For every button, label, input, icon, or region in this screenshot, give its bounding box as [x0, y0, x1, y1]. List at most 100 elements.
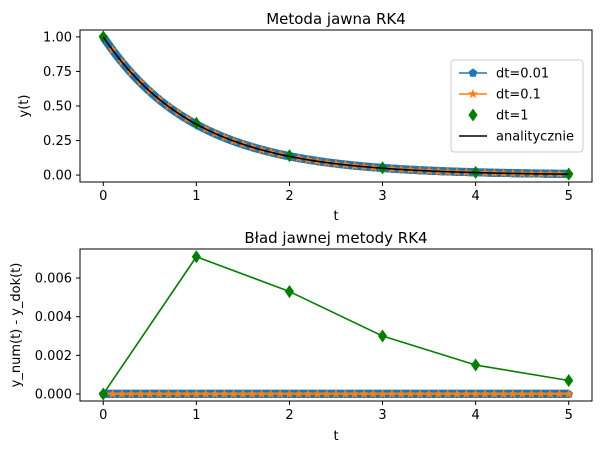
bottom-series-1-marker — [368, 388, 379, 399]
legend-entry-3: analitycznie — [459, 130, 574, 145]
top-y-tick-label: 1.00 — [43, 30, 72, 45]
bottom-series-1-marker — [414, 388, 425, 399]
bottom-series-2-marker — [98, 387, 108, 401]
top-x-axis-label: t — [333, 209, 338, 224]
bottom-series-1-marker — [405, 388, 416, 399]
bottom-series-1-marker — [237, 388, 248, 399]
legend-label: dt=0.1 — [496, 88, 541, 103]
bottom-series-1-marker — [349, 388, 360, 399]
bottom-series-2-line — [102, 255, 569, 395]
bottom-series-2-marker — [377, 329, 388, 343]
bottom-series-1-marker — [116, 388, 127, 399]
bottom-series-1-marker — [312, 388, 323, 399]
bottom-series-1-marker — [396, 388, 407, 399]
bottom-series-2 — [98, 250, 574, 401]
bottom-series-1-marker — [331, 388, 341, 399]
bottom-series-1-marker — [265, 388, 276, 399]
bottom-series-1 — [98, 388, 574, 399]
top-series-3-line — [102, 36, 569, 175]
bottom-y-tick-label: 0.006 — [35, 272, 72, 287]
bottom-series-1-marker — [321, 388, 332, 399]
top-x-tick-label: 1 — [192, 189, 200, 204]
legend-label: analitycznie — [496, 130, 574, 145]
bottom-axes-frame — [79, 248, 593, 402]
bottom-series-1-marker — [386, 388, 397, 399]
bottom-series-1-marker — [470, 388, 481, 399]
bottom-x-tick-label: 0 — [99, 408, 107, 423]
bottom-series-1-marker — [275, 388, 286, 399]
bottom-series-1-marker — [154, 388, 165, 399]
bottom-series-1-marker — [200, 388, 211, 399]
legend-entry-1: dt=0.1 — [459, 88, 541, 103]
bottom-y-tick-label: 0.004 — [35, 310, 72, 325]
bottom-series-1-marker — [126, 388, 137, 399]
bottom-series-1-marker — [163, 388, 174, 399]
bottom-series-1-marker — [452, 388, 462, 399]
bottom-series-layer — [98, 250, 574, 401]
bottom-series-1-marker — [107, 388, 118, 399]
top-x-tick-label: 2 — [285, 189, 293, 204]
bottom-series-1-marker — [303, 388, 314, 399]
bottom-plot-area — [98, 250, 574, 401]
top-y-axis: 0.00 0.25 0.50 0.75 1.00 — [43, 30, 80, 184]
bottom-series-1-marker — [480, 388, 490, 399]
bottom-series-2-marker — [284, 285, 295, 299]
bottom-series-1-marker — [545, 388, 556, 399]
legend-frame — [450, 59, 584, 153]
bottom-series-1-marker — [563, 388, 574, 399]
bottom-y-tick-label: 0.000 — [35, 388, 72, 403]
bottom-series-1-marker — [433, 388, 444, 399]
bottom-subplot: Bład jawnej metody RK4 0 1 2 3 4 5 0.000 0.002… — [9, 229, 593, 444]
bottom-series-1-marker — [182, 388, 192, 399]
top-y-tick-label: 0.50 — [43, 100, 72, 115]
bottom-y-tick-label: 0.002 — [35, 349, 72, 364]
bottom-series-1-marker — [172, 388, 183, 399]
bottom-x-tick-label: 2 — [285, 408, 293, 423]
bottom-series-2-marker — [471, 358, 481, 372]
bottom-series-1-marker — [144, 388, 155, 399]
bottom-series-1-marker — [135, 388, 146, 399]
legend-label: dt=1 — [496, 109, 529, 124]
bottom-series-1-marker — [228, 388, 239, 399]
bottom-chart-title: Bład jawnej metody RK4 — [244, 229, 427, 247]
bottom-series-2-marker — [191, 250, 201, 264]
bottom-series-1-marker — [442, 388, 453, 399]
bottom-x-tick-label: 4 — [471, 408, 479, 423]
top-y-tick-label: 0.25 — [43, 134, 72, 149]
bottom-series-1-marker — [293, 388, 304, 399]
bottom-series-1-marker — [358, 388, 369, 399]
bottom-series-1-marker — [210, 388, 220, 399]
top-y-tick-label: 0.75 — [43, 65, 72, 80]
bottom-series-1-marker — [461, 388, 472, 399]
bottom-series-1-marker — [377, 388, 388, 399]
legend-entry-2: dt=1 — [468, 108, 529, 124]
top-series-3 — [102, 36, 569, 175]
legend-entry-0: dt=0.01 — [459, 67, 549, 82]
top-x-axis: 0 1 2 3 4 5 — [99, 182, 573, 204]
bottom-series-1-marker — [526, 388, 537, 399]
legend-swatch-marker — [468, 68, 478, 77]
bottom-series-1-marker — [554, 388, 565, 399]
top-y-axis-label: y(t) — [17, 95, 32, 118]
bottom-series-1-marker — [256, 388, 267, 399]
bottom-series-1-marker — [535, 388, 546, 399]
bottom-x-tick-label: 5 — [565, 408, 573, 423]
bottom-x-axis: 0 1 2 3 4 5 — [99, 401, 573, 423]
top-x-tick-label: 5 — [565, 189, 573, 204]
legend-entries: dt=0.01 dt=0.1 dt=1 analitycznie — [459, 67, 574, 145]
bottom-y-axis-label: y_num(t) - y_dok(t) — [9, 263, 24, 388]
bottom-series-1-marker — [424, 388, 435, 399]
legend-swatch-marker — [468, 88, 478, 99]
bottom-series-1-marker — [219, 388, 230, 399]
bottom-series-1-marker — [507, 388, 518, 399]
top-x-tick-label: 3 — [378, 189, 386, 204]
bottom-series-1-marker — [489, 388, 500, 399]
bottom-x-tick-label: 1 — [192, 408, 200, 423]
top-plot-area — [98, 30, 574, 181]
bottom-series-1-marker — [340, 388, 351, 399]
bottom-series-1-marker — [498, 388, 509, 399]
legend-swatch-marker — [468, 108, 478, 122]
bottom-series-2-marker — [564, 373, 574, 388]
bottom-series-1-marker — [284, 388, 295, 399]
